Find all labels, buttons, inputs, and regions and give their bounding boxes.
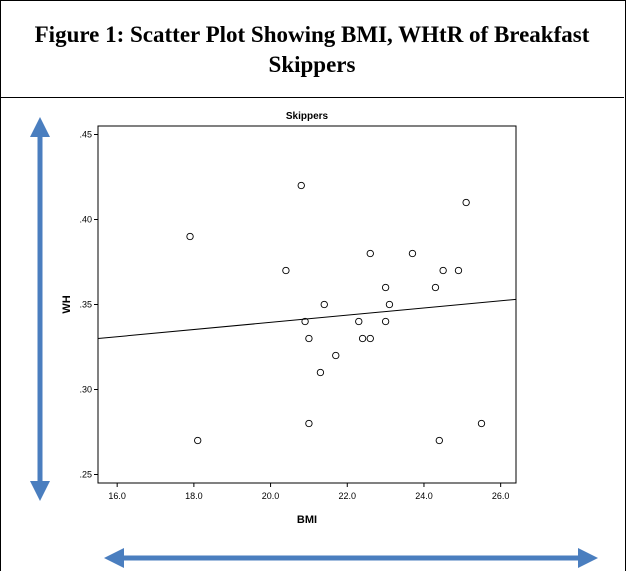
data-point <box>385 300 394 309</box>
data-point <box>355 317 363 326</box>
scatter-chart: Skippers BMI WH 16.0 18.0 20.0 22.0 24.0 26.0… <box>30 111 598 568</box>
y-tick-label: .40 <box>79 215 92 225</box>
data-point <box>301 317 309 326</box>
y-tick-label: .35 <box>79 300 92 310</box>
figure-caption: Figure 1: Scatter Plot Showing BMI, WHtR… <box>0 0 624 98</box>
chart-title: Skippers <box>286 111 329 122</box>
data-point <box>332 351 340 360</box>
y-tick-label: .45 <box>79 130 92 140</box>
data-point <box>305 419 313 428</box>
data-point <box>358 334 367 343</box>
data-point <box>366 249 374 258</box>
data-point <box>381 283 390 292</box>
y-axis-title: WH <box>61 295 73 313</box>
plot-area <box>97 125 517 484</box>
data-point <box>305 334 313 343</box>
x-tick-label: 24.0 <box>415 491 433 501</box>
data-point <box>454 266 463 275</box>
data-point <box>477 419 486 428</box>
data-point <box>320 300 328 309</box>
data-point <box>194 436 202 445</box>
x-tick-label: 22.0 <box>339 491 357 501</box>
data-point <box>431 283 440 292</box>
data-point <box>439 266 447 275</box>
data-point <box>381 317 390 326</box>
data-point <box>186 232 194 241</box>
x-tick-label: 26.0 <box>492 491 510 501</box>
data-point <box>462 198 470 207</box>
x-tick-label: 18.0 <box>185 491 203 501</box>
data-point <box>435 436 443 445</box>
x-tick-label: 16.0 <box>108 491 126 501</box>
x-tick-label: 20.0 <box>262 491 280 501</box>
data-point <box>408 249 417 258</box>
data-point <box>366 334 374 343</box>
x-axis-title: BMI <box>297 514 317 526</box>
data-point <box>282 266 290 275</box>
data-point <box>316 368 325 377</box>
y-tick-label: .30 <box>79 385 92 395</box>
data-point <box>297 181 305 190</box>
y-tick-label: .25 <box>79 470 92 480</box>
